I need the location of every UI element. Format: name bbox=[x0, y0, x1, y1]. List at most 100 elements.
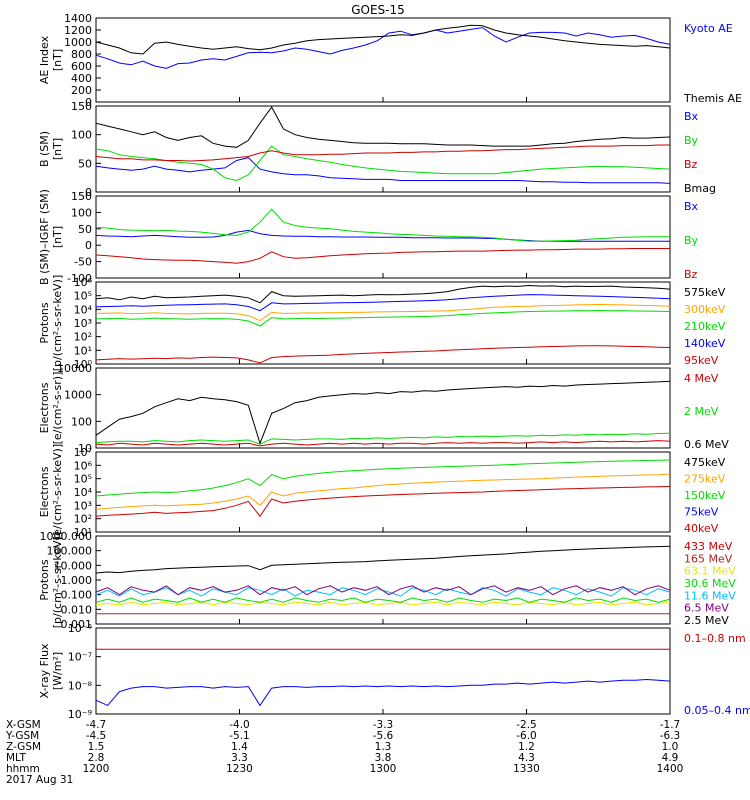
x-row-label: hhmm bbox=[6, 763, 40, 775]
legend-label: Bx bbox=[684, 110, 699, 123]
series-line-275kev bbox=[95, 473, 671, 510]
y-tick-label: 10⁵ bbox=[74, 290, 92, 303]
y-tick-label: 100 bbox=[71, 129, 92, 142]
legend-label: 75keV bbox=[684, 506, 719, 519]
x-row-value: 1.3 bbox=[375, 741, 392, 753]
legend-label: 165 MeV bbox=[684, 552, 733, 565]
legend-label: Themis AE bbox=[683, 92, 742, 105]
y-axis-label: B (SM)–IGRF (SM) bbox=[38, 189, 51, 285]
legend-label: 2 MeV bbox=[684, 405, 719, 418]
y-tick-label: 10⁶ bbox=[74, 459, 93, 472]
x-row-label: X-GSM bbox=[6, 719, 41, 731]
y-tick-label: 100.000 bbox=[47, 545, 93, 558]
panel-frame bbox=[95, 627, 671, 715]
y-tick-label: 50 bbox=[78, 157, 92, 170]
legend-label: By bbox=[684, 134, 699, 147]
series-line-2-5-mev bbox=[95, 545, 671, 574]
x-row-value: -6.3 bbox=[660, 730, 681, 742]
panel-bigrf: -100 -50 0 50 100 150 B (SM)–IGRF (SM) [nT] Bx By… bbox=[38, 189, 699, 285]
y-axis-label: [nT] bbox=[51, 138, 64, 160]
series-line-bz bbox=[95, 248, 670, 264]
series-line-themis-ae bbox=[95, 24, 671, 55]
x-row-value: -6.0 bbox=[516, 730, 537, 742]
series-line-by bbox=[95, 208, 670, 242]
x-row-value: -4.0 bbox=[229, 719, 250, 731]
y-tick-label: 150 bbox=[71, 100, 92, 113]
legend-label: 475keV bbox=[684, 456, 726, 469]
y-axis-label: Protons bbox=[38, 559, 51, 600]
x-row-value: 1400 bbox=[657, 763, 684, 775]
y-tick-label: 10² bbox=[74, 331, 92, 344]
legend-label: Bz bbox=[684, 158, 698, 171]
series-line-575kev bbox=[95, 284, 671, 304]
legend-label: 95keV bbox=[684, 354, 719, 367]
y-axis-label: X-ray Flux bbox=[38, 643, 51, 699]
y-tick-label: 10⁻⁹ bbox=[68, 708, 92, 721]
legend-label: 575keV bbox=[684, 286, 726, 299]
series-line-0-05-0-4-nm bbox=[95, 678, 671, 707]
legend-label: 0.1–0.8 nm bbox=[684, 632, 746, 645]
date-label: 2017 Aug 31 bbox=[6, 774, 73, 786]
x-row-value: 1330 bbox=[513, 763, 540, 775]
x-row-value: -5.1 bbox=[229, 730, 250, 742]
x-row-value: 1200 bbox=[83, 763, 110, 775]
y-tick-label: 0.010 bbox=[61, 603, 93, 616]
x-row-label: Y-GSM bbox=[5, 730, 39, 742]
y-tick-label: 0 bbox=[85, 239, 92, 252]
series-line-210kev bbox=[95, 309, 671, 327]
x-row-value: -1.7 bbox=[660, 719, 681, 731]
chart-title: GOES-15 bbox=[351, 3, 405, 17]
y-axis-label: [p/(cm²-s-sr-keV)] bbox=[51, 275, 64, 372]
series-line-by bbox=[95, 145, 671, 182]
legend-label: 30.6 MeV bbox=[684, 577, 736, 590]
series-line-30-6-mev bbox=[95, 597, 671, 603]
y-tick-label: 0 bbox=[85, 186, 92, 199]
y-tick-label: 1400 bbox=[64, 12, 92, 25]
legend-label: 275keV bbox=[684, 473, 726, 486]
y-tick-label: 0.001 bbox=[61, 618, 93, 631]
y-tick-label: 10⁴ bbox=[74, 303, 93, 316]
legend-label: 63.1 MeV bbox=[684, 565, 736, 578]
x-row-value: -4.7 bbox=[86, 719, 107, 731]
x-row-value: 1.4 bbox=[231, 741, 248, 753]
series-line-63-1-mev bbox=[95, 601, 671, 606]
y-tick-label: 10⁰ bbox=[74, 358, 93, 371]
x-row-value: 1300 bbox=[370, 763, 397, 775]
y-tick-label: 100 bbox=[71, 415, 92, 428]
panel-xray: 10⁻⁹ 10⁻⁸ 10⁻⁷ 10⁻⁶ X-ray Flux [W/m²] 0.1–0.8 … bbox=[38, 622, 750, 721]
y-tick-label: 800 bbox=[71, 48, 92, 61]
series-line-300kev bbox=[95, 303, 671, 322]
y-tick-label: 0.100 bbox=[61, 589, 93, 602]
y-axis-label: [nT] bbox=[51, 226, 64, 248]
y-axis-label: Electrons bbox=[38, 382, 51, 433]
legend-label: 0.6 MeV bbox=[684, 438, 729, 451]
y-tick-label: 10⁴ bbox=[74, 486, 93, 499]
y-tick-label: 50 bbox=[78, 223, 92, 236]
y-axis-label: [nT] bbox=[51, 49, 64, 71]
y-tick-label: 10⁻⁷ bbox=[68, 651, 92, 664]
y-tick-label: 1000 bbox=[64, 36, 92, 49]
y-tick-label: -100 bbox=[67, 272, 92, 285]
y-tick-label: 600 bbox=[71, 60, 92, 73]
x-row-value: 3.3 bbox=[231, 752, 248, 764]
y-tick-label: 10⁻⁶ bbox=[68, 622, 93, 635]
series-line-bmag bbox=[95, 106, 671, 148]
y-tick-label: 1.000 bbox=[61, 574, 93, 587]
x-row-label: Z-GSM bbox=[6, 741, 41, 753]
y-tick-label: 1200 bbox=[64, 24, 92, 37]
legend-label: Kyoto AE bbox=[684, 22, 733, 35]
x-row-label: MLT bbox=[6, 752, 26, 764]
y-axis-label: [p/(cm²-s-sr-keV)] bbox=[51, 532, 64, 629]
legend-label: 150keV bbox=[684, 489, 726, 502]
series-line-0-6-mev bbox=[95, 380, 671, 445]
panel-electrons-mev: 10 100 1000 10000 Electrons [e/(cm²-s-sr)] 4 M… bbox=[38, 362, 729, 455]
x-row-value: -5.6 bbox=[373, 730, 394, 742]
x-row-value: -3.3 bbox=[373, 719, 394, 731]
y-tick-label: 0 bbox=[85, 96, 92, 109]
legend-label: Bmag bbox=[684, 182, 716, 195]
series-line-kyoto-ae bbox=[95, 27, 671, 69]
y-tick-label: 200 bbox=[71, 84, 92, 97]
legend-label: Bz bbox=[684, 268, 698, 281]
y-tick-label: 10⁵ bbox=[74, 473, 92, 486]
